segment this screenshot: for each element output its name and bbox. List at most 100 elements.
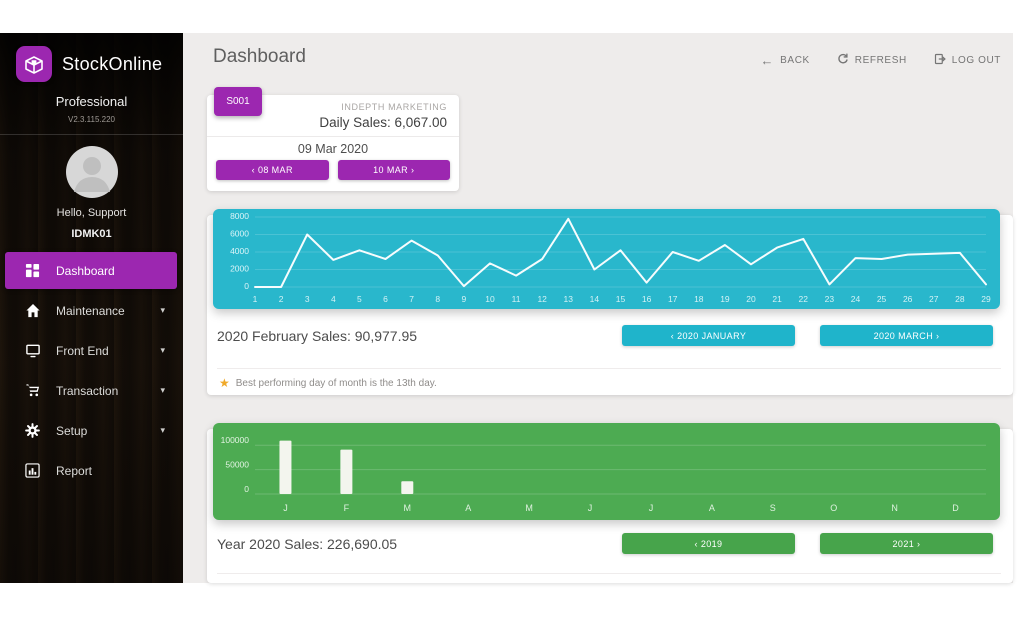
chevron-down-icon: ▾ (160, 345, 165, 355)
svg-text:J: J (283, 503, 288, 513)
user-greeting: Hello, Support (56, 207, 127, 219)
refresh-label: REFRESH (854, 55, 907, 66)
bar-chart-icon (24, 463, 41, 478)
sidebar-item-label: Dashboard (56, 263, 115, 278)
svg-text:15: 15 (616, 294, 626, 304)
next-year-button[interactable]: 2021 › (820, 533, 993, 554)
svg-text:100000: 100000 (221, 435, 250, 445)
app-window: StockOnline Professional V2.3.115.220 He… (0, 33, 1013, 583)
divider (217, 368, 1001, 369)
svg-text:3: 3 (305, 294, 310, 304)
svg-text:M: M (525, 503, 533, 513)
svg-text:21: 21 (772, 294, 782, 304)
divider (217, 573, 1001, 574)
svg-text:F: F (344, 503, 350, 513)
company-name: INDEPTH MARKETING (341, 102, 447, 112)
next-month-button[interactable]: 2020 MARCH › (820, 325, 993, 346)
svg-text:20: 20 (746, 294, 756, 304)
monthly-sales-card: 0 2000 4000 6000 8000 1 2 3 4 5 6 7 8 9 10 11 12 13 14 15 16… (207, 209, 1013, 395)
yearly-bar-chart-panel: 0 50000 100000 J F M A M J J A S O N D (213, 423, 1000, 520)
stockonline-logo-icon (16, 46, 52, 82)
header-actions: ← BACK REFRESH (761, 53, 1001, 68)
svg-text:28: 28 (955, 294, 965, 304)
yearly-sales-card: 0 50000 100000 J F M A M J J A S O N D Year 2020 Sales… (207, 423, 1013, 583)
svg-text:6: 6 (383, 294, 388, 304)
svg-text:D: D (952, 503, 959, 513)
yearly-summary: Year 2020 Sales: 226,690.05 (217, 535, 398, 552)
svg-text:22: 22 (799, 294, 809, 304)
back-arrow-icon: ← (760, 52, 775, 68)
refresh-button[interactable]: REFRESH (837, 53, 907, 68)
daily-sales-value: Daily Sales: 6,067.00 (319, 115, 447, 130)
store-badge: S001 (214, 87, 262, 116)
svg-text:26: 26 (903, 294, 913, 304)
sidebar-item-label: Maintenance (56, 303, 125, 318)
app-title: StockOnline (62, 53, 163, 74)
sidebar-item-label: Transaction (56, 383, 119, 398)
logout-button[interactable]: LOG OUT (934, 53, 1001, 68)
svg-text:8000: 8000 (230, 211, 249, 221)
main-content: Dashboard ← BACK REFRESH (183, 33, 1013, 583)
sidebar-item-maintenance[interactable]: Maintenance ▾ (5, 292, 177, 329)
logo-row: StockOnline (0, 33, 183, 82)
sidebar-item-setup[interactable]: Setup ▾ (5, 412, 177, 449)
dashboard-grid-icon (24, 263, 41, 278)
svg-text:17: 17 (668, 294, 678, 304)
page-title: Dashboard (213, 46, 306, 67)
back-label: BACK (780, 55, 810, 66)
sidebar-item-report[interactable]: Report (5, 452, 177, 489)
svg-text:S: S (770, 503, 776, 513)
refresh-icon (837, 53, 849, 68)
sidebar: StockOnline Professional V2.3.115.220 He… (0, 33, 183, 583)
chevron-down-icon: ▾ (160, 385, 165, 395)
sidebar-divider (0, 134, 183, 135)
svg-text:2000: 2000 (230, 264, 249, 274)
chevron-down-icon: ▾ (160, 425, 165, 435)
monthly-sales-bar-chart: 0 50000 100000 J F M A M J J A S O N D (221, 435, 986, 513)
next-day-button[interactable]: 10 MAR › (337, 160, 450, 180)
back-button[interactable]: ← BACK (760, 52, 810, 68)
svg-text:25: 25 (877, 294, 887, 304)
sidebar-item-label: Setup (56, 423, 88, 438)
svg-text:N: N (891, 503, 898, 513)
svg-text:12: 12 (537, 294, 547, 304)
star-icon: ★ (219, 376, 230, 390)
svg-text:0: 0 (244, 484, 249, 494)
monitor-icon (24, 343, 41, 358)
cart-icon (24, 383, 41, 398)
prev-year-button[interactable]: ‹ 2019 (622, 533, 795, 554)
selected-date: 09 Mar 2020 (297, 142, 369, 156)
logout-icon (934, 53, 946, 68)
svg-text:6000: 6000 (230, 229, 249, 239)
monthly-summary: 2020 February Sales: 90,977.95 (217, 327, 418, 344)
svg-text:13: 13 (564, 294, 574, 304)
svg-text:9: 9 (461, 294, 466, 304)
svg-text:11: 11 (512, 294, 521, 304)
prev-day-button[interactable]: ‹ 08 MAR (216, 160, 329, 180)
monthly-line-chart-panel: 0 2000 4000 6000 8000 1 2 3 4 5 6 7 8 9 10 11 12 13 14 15 16… (213, 209, 1000, 309)
svg-text:8: 8 (435, 294, 440, 304)
prev-month-button[interactable]: ‹ 2020 JANUARY (622, 325, 795, 346)
sidebar-item-dashboard[interactable]: Dashboard (5, 252, 177, 289)
gear-icon (24, 423, 41, 438)
svg-text:16: 16 (642, 294, 652, 304)
svg-text:24: 24 (851, 294, 861, 304)
svg-text:4: 4 (331, 294, 336, 304)
sidebar-item-front-end[interactable]: Front End ▾ (5, 332, 177, 369)
svg-text:O: O (830, 503, 837, 513)
home-icon (24, 303, 41, 318)
svg-text:23: 23 (825, 294, 835, 304)
svg-text:10: 10 (485, 294, 495, 304)
svg-text:2: 2 (279, 294, 284, 304)
svg-text:J: J (649, 503, 654, 513)
svg-text:M: M (404, 503, 412, 513)
svg-text:A: A (465, 503, 471, 513)
svg-text:19: 19 (720, 294, 730, 304)
sidebar-item-label: Report (56, 463, 93, 478)
avatar (65, 146, 118, 198)
app-edition: Professional (55, 94, 128, 109)
svg-text:29: 29 (981, 294, 991, 304)
svg-text:14: 14 (590, 294, 600, 304)
sidebar-item-transaction[interactable]: Transaction ▾ (5, 372, 177, 409)
